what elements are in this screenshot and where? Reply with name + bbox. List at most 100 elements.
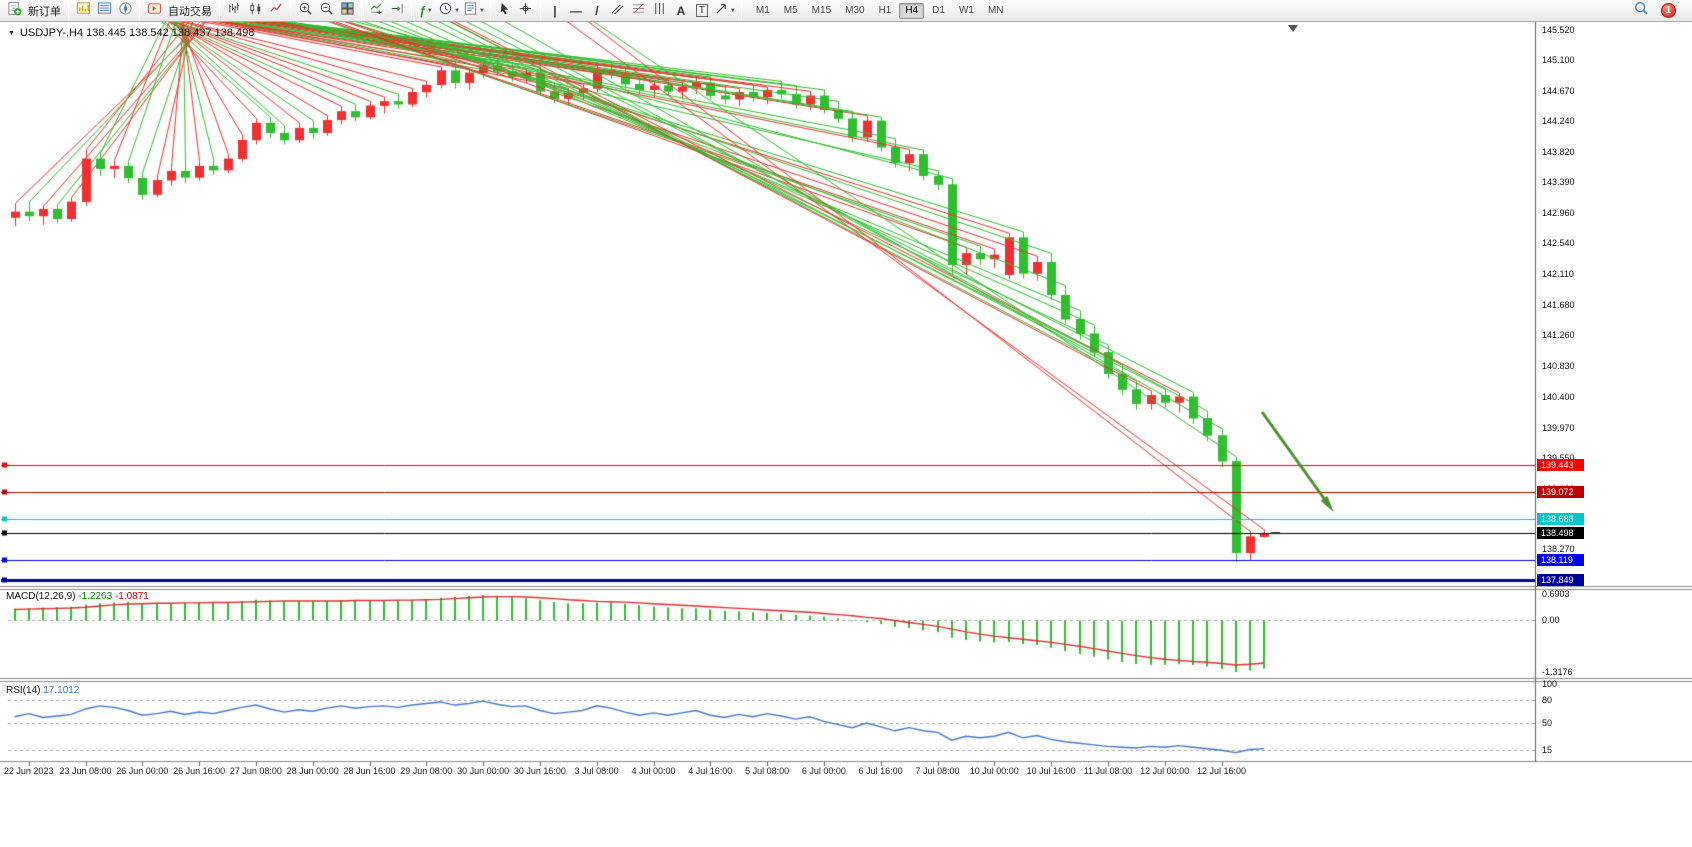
fibonacci-button[interactable] xyxy=(629,2,649,20)
zoom-in-icon xyxy=(298,1,313,21)
rsi-scale-label: 15 xyxy=(1542,745,1553,756)
time-axis-label: 11 Jul 08:00 xyxy=(1083,766,1133,776)
price-axis-label: 143.390 xyxy=(1542,177,1575,188)
new-order-label[interactable]: 新订单 xyxy=(28,5,61,18)
auto-trading-icon xyxy=(147,1,162,21)
new-order-button[interactable] xyxy=(4,1,24,20)
hline-price-badge: 138.688 xyxy=(1537,513,1584,526)
price-axis-label: 140.400 xyxy=(1542,391,1575,402)
data-window-button[interactable] xyxy=(94,1,114,21)
time-axis-label: 10 Jul 16:00 xyxy=(1026,766,1076,776)
time-axis-label: 30 Jun 00:00 xyxy=(457,766,510,776)
text-icon: A xyxy=(676,3,686,18)
time-axis-label: 6 Jul 16:00 xyxy=(858,766,903,776)
chart-title-text: USDJPY-,H4 138.445 138.542 138.437 138.4… xyxy=(19,27,255,39)
macd-scale-label: 0.6903 xyxy=(1542,588,1570,599)
zoom-in-button[interactable] xyxy=(295,2,315,20)
timeframe-button-m15[interactable]: M15 xyxy=(811,5,832,16)
timeframe-button-d1[interactable]: D1 xyxy=(932,5,945,16)
templates-button[interactable]: ▼ xyxy=(462,1,486,21)
timeframe-button-h4[interactable]: H4 xyxy=(899,2,925,19)
text-button[interactable]: A xyxy=(671,2,691,20)
rsi-scale-label: 50 xyxy=(1542,718,1553,728)
timeframe-button-mn[interactable]: MN xyxy=(987,5,1004,16)
timeframe-button-w1[interactable]: W1 xyxy=(958,5,974,16)
cursor-icon xyxy=(497,1,512,21)
bar-chart-icon xyxy=(227,1,242,21)
navigator-icon xyxy=(118,1,133,21)
horizontal-line-button[interactable]: — xyxy=(566,2,586,20)
time-axis-label: 3 Jul 08:00 xyxy=(574,766,619,776)
chart-shift-button[interactable] xyxy=(387,2,407,20)
toolbar-separator xyxy=(489,2,491,19)
chevron-down-icon: ▼ xyxy=(478,7,485,14)
auto-scroll-button[interactable] xyxy=(366,2,386,20)
hline-price-badge: 137.849 xyxy=(1537,573,1584,586)
toolbar-separator xyxy=(361,2,362,19)
indicators-button[interactable]: ƒ ▼ xyxy=(416,2,436,20)
timeframe-button-m5[interactable]: M5 xyxy=(783,5,798,16)
clock-icon xyxy=(438,1,453,21)
price-axis-label: 145.520 xyxy=(1542,24,1575,35)
template-icon xyxy=(463,1,478,21)
timeframe-button-m30[interactable]: M30 xyxy=(845,5,865,16)
line-chart-icon xyxy=(269,1,284,21)
line-chart-button[interactable] xyxy=(266,2,286,20)
rsi-name: RSI(14) xyxy=(6,685,41,696)
channel-button[interactable] xyxy=(608,2,628,20)
horizontal-line-icon: — xyxy=(569,3,582,18)
hline-price-badge: 139.443 xyxy=(1537,459,1584,472)
toolbar: 新订单 自动交易 ƒ ▼ ▼ ▼ | — / A T ▼ M1 M xyxy=(0,0,1692,22)
auto-trading-button[interactable] xyxy=(144,2,164,20)
tile-windows-button[interactable] xyxy=(337,1,357,20)
price-axis-label: 144.670 xyxy=(1542,85,1575,96)
one-click-trading-icon[interactable]: ▼ xyxy=(8,29,15,37)
chart-shift-marker-icon[interactable] xyxy=(1288,25,1298,32)
equidistant-channel-icon xyxy=(610,1,625,21)
fibonacci-icon xyxy=(631,1,646,21)
arrows-button[interactable]: ▼ xyxy=(713,2,737,20)
price-axis-label: 141.680 xyxy=(1542,300,1575,310)
bar-chart-button[interactable] xyxy=(224,2,244,20)
navigator-button[interactable] xyxy=(115,1,135,21)
rsi-value: 17.1012 xyxy=(43,685,80,696)
macd-label: MACD(12,26,9) -1.2263 -1.0871 xyxy=(6,591,149,602)
rsi-scale-label: 80 xyxy=(1542,694,1553,705)
macd-main-value: -1.2263 xyxy=(78,591,113,602)
rsi-scale-label: 100 xyxy=(1542,679,1558,689)
indicators-icon: ƒ xyxy=(419,3,426,18)
time-axis-label: 12 Jul 00:00 xyxy=(1140,766,1190,776)
trendline-icon: / xyxy=(595,3,599,18)
candlestick-icon xyxy=(248,1,263,21)
trendline-button[interactable]: / xyxy=(587,2,607,20)
price-axis-label: 144.240 xyxy=(1542,116,1575,127)
rsi-label: RSI(14) 17.1012 xyxy=(6,685,79,696)
auto-trading-label[interactable]: 自动交易 xyxy=(168,5,212,18)
notification-badge[interactable]: 1 xyxy=(1661,3,1676,18)
time-axis-label: 22 Jun 2023 xyxy=(3,766,54,776)
time-axis-label: 30 Jun 16:00 xyxy=(513,766,566,776)
text-label-icon: T xyxy=(695,4,708,17)
time-axis-label: 4 Jul 00:00 xyxy=(631,766,676,776)
cursor-button[interactable] xyxy=(495,2,515,20)
zoom-out-button[interactable] xyxy=(316,2,336,20)
market-watch-button[interactable] xyxy=(73,1,93,20)
vertical-line-button[interactable]: | xyxy=(545,2,565,20)
text-label-button[interactable]: T xyxy=(692,2,712,20)
cycle-lines-button[interactable] xyxy=(650,2,670,20)
candlestick-button[interactable] xyxy=(245,2,265,20)
vertical-line-icon: | xyxy=(553,3,557,18)
timeframe-button-h1[interactable]: H1 xyxy=(878,5,892,16)
crosshair-button[interactable] xyxy=(516,2,536,20)
chart-shift-icon xyxy=(390,1,405,21)
timeframe-group: M1 M5 M15 M30 H1 H4 D1 W1 MN xyxy=(750,2,1010,19)
periods-button[interactable]: ▼ xyxy=(437,2,461,20)
time-axis-label: 26 Jun 16:00 xyxy=(173,766,226,776)
price-axis-label: 139.550 xyxy=(1542,452,1575,463)
time-axis-label: 12 Jul 16:00 xyxy=(1196,766,1247,776)
search-button[interactable] xyxy=(1631,1,1651,20)
price-axis-label: 142.110 xyxy=(1542,269,1574,280)
data-window-icon xyxy=(97,1,112,21)
timeframe-button-m1[interactable]: M1 xyxy=(755,5,770,16)
